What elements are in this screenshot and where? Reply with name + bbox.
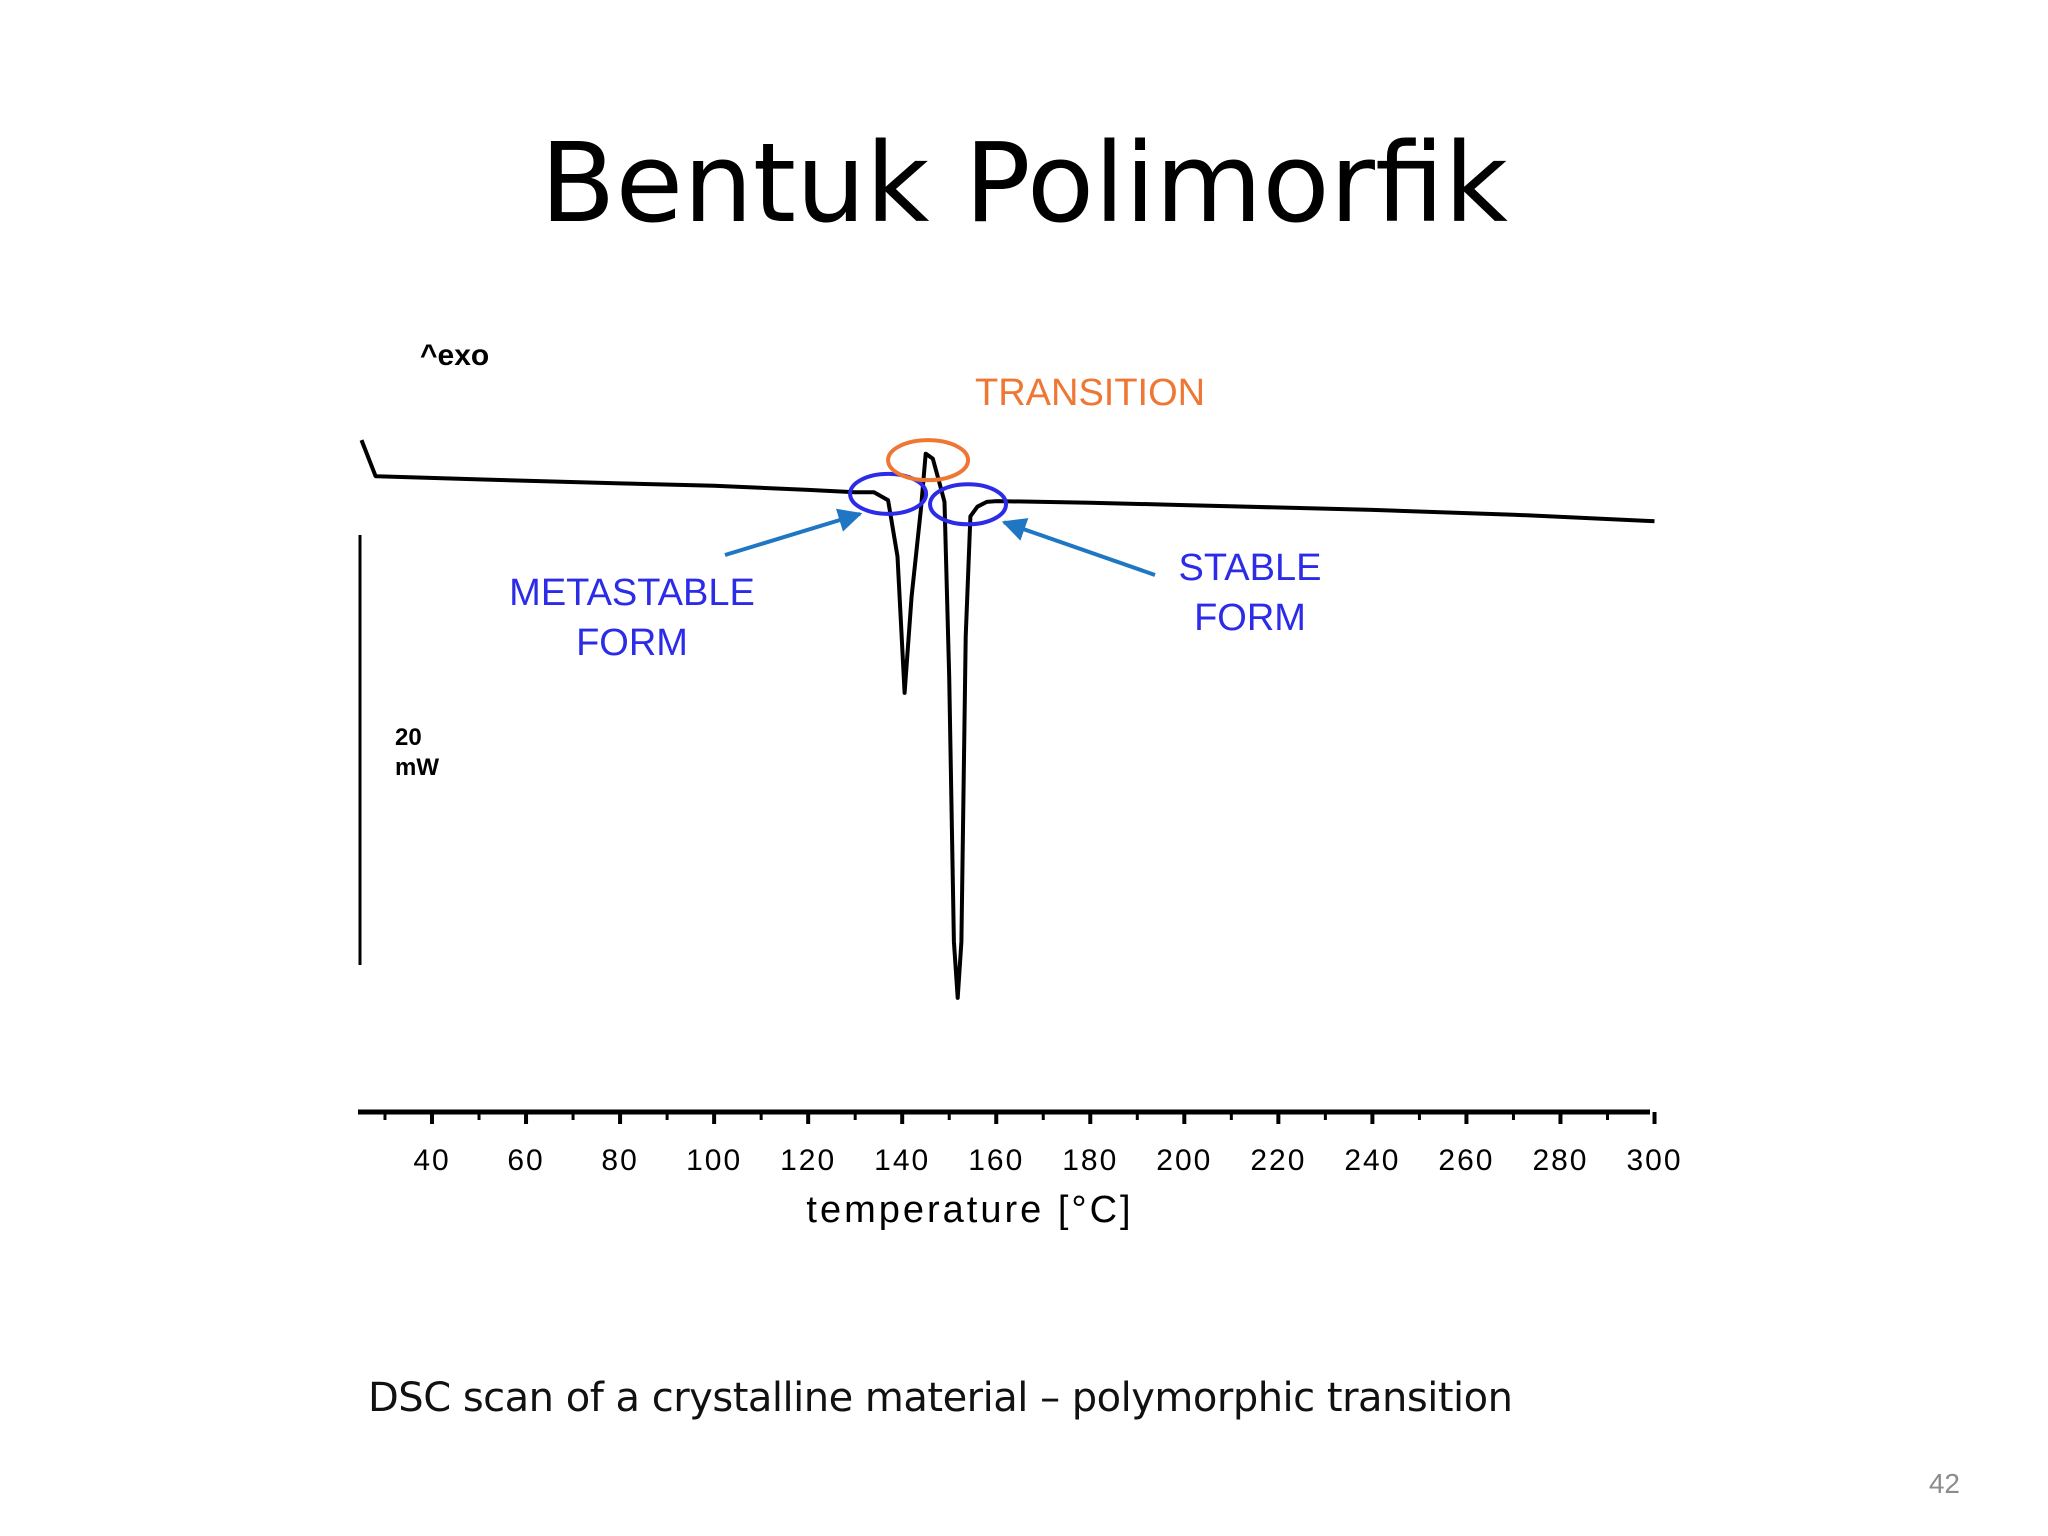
page-number: 42 [1928, 1468, 1960, 1499]
transition-marker-ellipse [886, 438, 971, 483]
x-tick-label: 140 [874, 1144, 930, 1177]
metastable-label-line-1: METASTABLE [509, 572, 755, 614]
figure-caption: DSC scan of a crystalline material – pol… [368, 1375, 1513, 1421]
x-axis-label: temperature [°C] [806, 1189, 1133, 1231]
x-tick-label: 180 [1062, 1144, 1118, 1177]
x-tick-label: 40 [413, 1144, 450, 1177]
x-ticks: 40 60 80 100 120 140 160 180 200 220 240 260 280 300 [383, 1112, 1682, 1177]
slide-title: Bentuk Polimorfik [540, 119, 1508, 247]
x-tick-label: 80 [601, 1144, 638, 1177]
scale-bar-value: 20 [395, 724, 422, 751]
x-tick-label: 160 [968, 1144, 1024, 1177]
metastable-marker-ellipse [848, 471, 929, 516]
x-tick-label: 200 [1156, 1144, 1212, 1177]
x-tick-label: 240 [1344, 1144, 1400, 1177]
stable-marker-ellipse [928, 482, 1009, 527]
x-tick-label: 260 [1438, 1144, 1494, 1177]
x-tick-label: 100 [686, 1144, 742, 1177]
stable-label-line-1: STABLE [1179, 547, 1322, 589]
metastable-label-line-2: FORM [576, 622, 688, 664]
x-tick-label: 220 [1250, 1144, 1306, 1177]
dsc-curve [359, 439, 1655, 1000]
exo-label: ^exo [420, 339, 489, 372]
x-tick-label: 280 [1532, 1144, 1588, 1177]
metastable-arrow [724, 508, 863, 557]
x-tick-label: 60 [507, 1144, 544, 1177]
x-tick-label: 300 [1626, 1144, 1682, 1177]
scale-bar-unit: mW [395, 754, 439, 781]
stable-arrow [1001, 518, 1156, 577]
x-tick-label: 120 [780, 1144, 836, 1177]
stable-label-line-2: FORM [1194, 597, 1306, 639]
transition-label: TRANSITION [975, 372, 1205, 414]
